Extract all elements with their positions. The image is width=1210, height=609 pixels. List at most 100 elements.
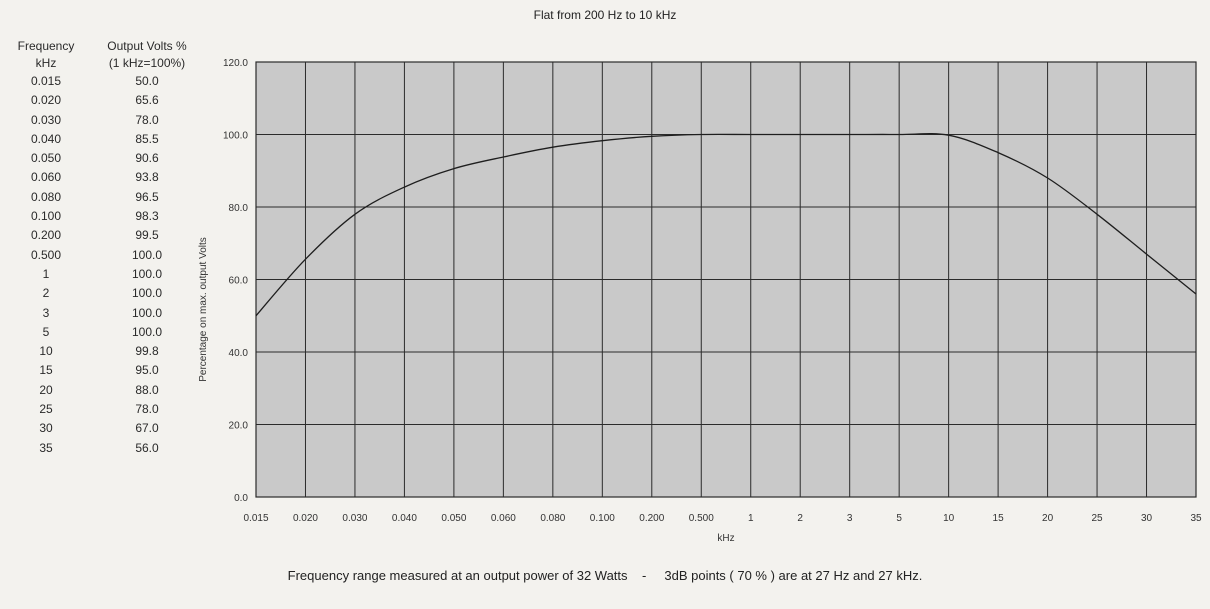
x-tick-label: 0.080	[540, 513, 565, 524]
x-tick-label: 0.050	[441, 513, 466, 524]
x-tick-label: 10	[943, 513, 955, 524]
table-cell-frequency: 0.200	[30, 228, 62, 243]
x-tick-label: 0.100	[590, 513, 615, 524]
y-tick-label: 80.0	[229, 203, 249, 214]
table-cell-volts: 88.0	[135, 382, 159, 397]
x-tick-label: 0.015	[243, 513, 268, 524]
table-row: 0.200 99.5	[4, 226, 206, 245]
table-cell-volts: 95.0	[135, 363, 159, 378]
x-tick-label: 20	[1042, 513, 1054, 524]
x-tick-label: 0.200	[639, 513, 664, 524]
table-header-output-volts: Output Volts %	[107, 39, 187, 53]
table-cell-volts: 100.0	[131, 305, 163, 320]
table-row: 3 100.0	[4, 304, 206, 323]
table-cell-volts: 50.0	[135, 74, 159, 88]
table-row: 0.030 78.0	[4, 111, 206, 130]
x-axis-label: kHz	[717, 533, 734, 544]
table-cell-frequency: 15	[39, 363, 53, 378]
table-cell-volts: 67.0	[135, 421, 159, 436]
table-cell-frequency: 1	[42, 266, 50, 281]
table-row: 0.060 93.8	[4, 168, 206, 187]
table-cell-frequency: 0.060	[30, 170, 62, 185]
x-tick-label: 0.030	[342, 513, 367, 524]
x-tick-label: 35	[1190, 513, 1202, 524]
table-row: 10 99.8	[4, 342, 206, 361]
x-tick-label: 3	[847, 513, 853, 524]
table-cell-volts: 90.6	[135, 151, 159, 166]
table-cell-frequency: 30	[39, 421, 53, 436]
table-cell-volts: 100.0	[131, 266, 163, 281]
y-tick-label: 100.0	[223, 131, 248, 142]
table-header-frequency: Frequency	[17, 39, 75, 53]
table-row: 0.020 65.6	[4, 91, 206, 110]
table-cell-frequency: 10	[39, 344, 53, 359]
table-row: 15 95.0	[4, 361, 206, 380]
table-row: 0.080 96.5	[4, 188, 206, 207]
y-tick-label: 20.0	[229, 421, 249, 432]
table-cell-volts: 96.5	[135, 189, 159, 204]
chart-title: Flat from 200 Hz to 10 kHz	[533, 8, 677, 22]
y-tick-label: 120.0	[223, 58, 248, 69]
x-tick-label: 2	[797, 513, 803, 524]
table-cell-volts: 93.8	[135, 170, 159, 185]
table-row: 25 78.0	[4, 400, 206, 419]
table-cell-frequency: 2	[42, 286, 50, 301]
x-tick-label: 0.020	[293, 513, 318, 524]
table-cell-frequency: 3	[42, 305, 50, 320]
table-row: 35 56.0	[4, 439, 206, 458]
table-cell-volts: 98.3	[135, 209, 159, 224]
table-cell-frequency: 0.100	[30, 209, 62, 224]
table-cell-frequency: 0.500	[30, 247, 62, 262]
x-tick-label: 25	[1091, 513, 1103, 524]
table-cell-volts: 100.0	[131, 247, 163, 262]
table-cell-frequency: 25	[39, 402, 53, 417]
table-body: 0.015 50.0 0.020 65.6 0.030 78.0 0.040 85.5 …	[4, 72, 206, 458]
table-row: 30 67.0	[4, 419, 206, 438]
table-row: 20 88.0	[4, 381, 206, 400]
table-row: 2 100.0	[4, 284, 206, 303]
y-tick-label: 0.0	[234, 493, 248, 504]
table-cell-frequency: 0.030	[30, 112, 62, 127]
table-row: 0.500 100.0	[4, 246, 206, 265]
table-header-frequency-unit: kHz	[35, 56, 57, 70]
table-row: 0.100 98.3	[4, 207, 206, 226]
x-tick-label: 1	[748, 513, 754, 524]
table-cell-volts: 99.5	[135, 228, 159, 243]
y-tick-label: 60.0	[229, 276, 249, 287]
table-row: 1 100.0	[4, 265, 206, 284]
y-axis-label: Percentage on max. output Volts	[198, 237, 209, 382]
table-cell-frequency: 0.080	[30, 189, 62, 204]
x-tick-label: 30	[1141, 513, 1153, 524]
table-cell-frequency: 0.020	[30, 93, 62, 108]
x-tick-label: 5	[896, 513, 902, 524]
table-row: 5 100.0	[4, 323, 206, 342]
series-line	[255, 133, 1197, 317]
x-tick-label: 0.040	[392, 513, 417, 524]
table-cell-frequency: 0.015	[30, 74, 62, 88]
table-cell-volts: 100.0	[131, 286, 163, 301]
footer-note: Frequency range measured at an output po…	[287, 568, 923, 583]
plot-frame	[255, 61, 1197, 498]
x-tick-label: 15	[993, 513, 1005, 524]
table-row: 0.040 85.5	[4, 130, 206, 149]
table-cell-volts: 100.0	[131, 324, 163, 339]
table-cell-volts: 65.6	[135, 93, 159, 108]
table-cell-frequency: 5	[42, 324, 50, 339]
table-cell-frequency: 0.050	[30, 151, 62, 166]
table-row: 0.015 50.0	[4, 72, 206, 91]
x-tick-label: 0.500	[689, 513, 714, 524]
table-cell-frequency: 0.040	[30, 131, 62, 146]
frequency-table: Frequency Output Volts % kHz (1 kHz=100%…	[4, 38, 206, 458]
table-cell-frequency: 35	[39, 440, 53, 455]
table-row: 0.050 90.6	[4, 149, 206, 168]
table-header-output-volts-ref: (1 kHz=100%)	[108, 56, 186, 70]
y-tick-label: 40.0	[229, 348, 249, 359]
table-cell-volts: 85.5	[135, 131, 159, 146]
x-tick-label: 0.060	[491, 513, 516, 524]
table-cell-volts: 78.0	[135, 112, 159, 127]
table-cell-frequency: 20	[39, 382, 53, 397]
table-cell-volts: 56.0	[135, 440, 159, 455]
table-cell-volts: 99.8	[135, 344, 159, 359]
table-cell-volts: 78.0	[135, 402, 159, 417]
